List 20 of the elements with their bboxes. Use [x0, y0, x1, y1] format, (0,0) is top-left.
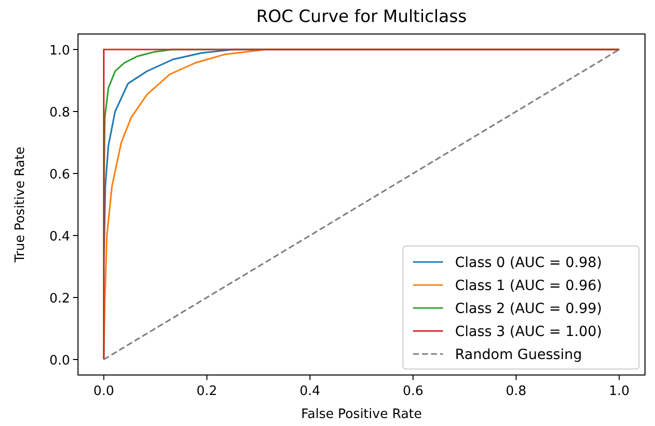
legend-label: Class 1 (AUC = 0.96) [455, 278, 602, 294]
x-tick-label: 0.2 [196, 384, 218, 399]
x-tick-label: 0.6 [402, 384, 424, 399]
y-tick-label: 0.0 [49, 354, 70, 368]
legend-label: Random Guessing [455, 347, 582, 363]
y-tick-label: 0.2 [49, 292, 70, 306]
y-tick-label: 0.4 [49, 230, 70, 244]
legend-label: Class 2 (AUC = 0.99) [455, 301, 602, 317]
y-axis-title: True Positive Rate [13, 146, 28, 264]
x-tick-label: 0.4 [300, 384, 320, 399]
y-tick-label: 0.8 [49, 106, 70, 120]
x-tick-label: 0.8 [506, 384, 526, 399]
x-tick-label: 0.0 [93, 384, 114, 399]
legend-label: Class 3 (AUC = 1.00) [455, 324, 602, 340]
y-tick-label: 0.6 [49, 168, 70, 182]
x-tick-label: 1.0 [608, 384, 630, 399]
chart-title: ROC Curve for Multiclass [256, 7, 467, 27]
x-axis-title: False Positive Rate [301, 407, 422, 422]
legend-label: Class 0 (AUC = 0.98) [455, 255, 602, 271]
y-tick-label: 1.0 [49, 44, 70, 58]
